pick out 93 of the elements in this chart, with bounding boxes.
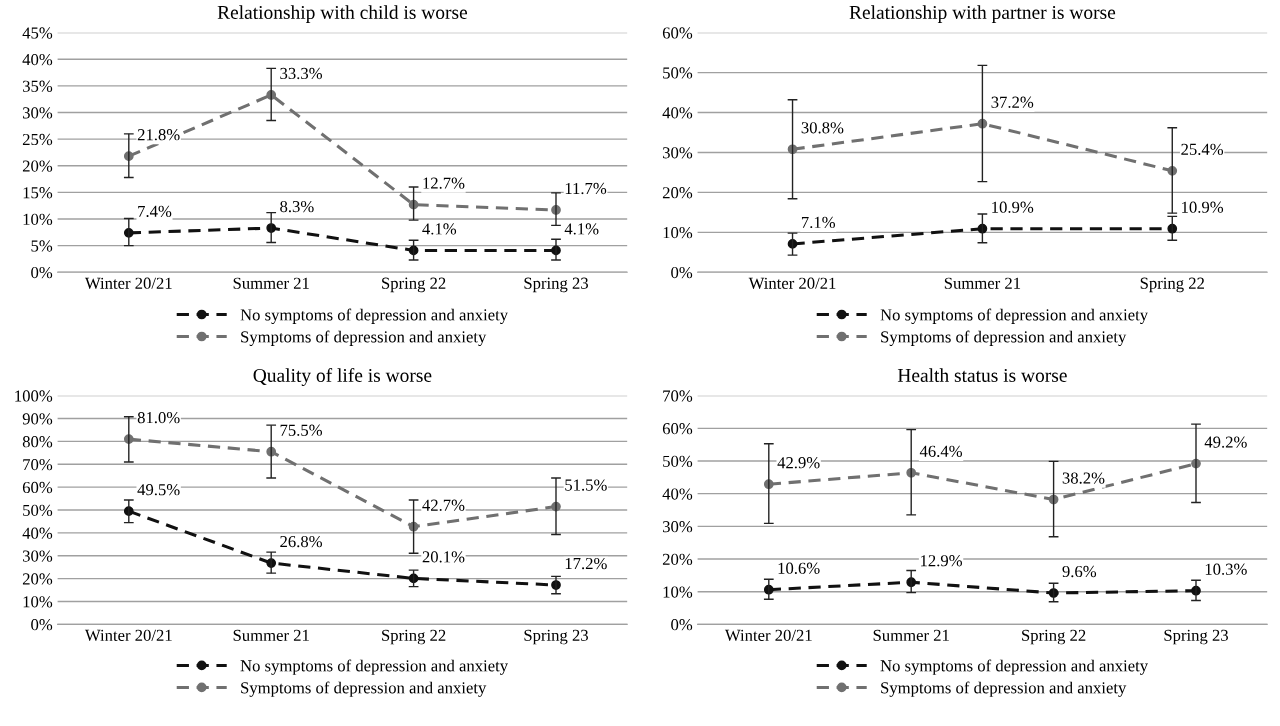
data-label: 10.6% xyxy=(778,562,820,574)
data-label: 75.5% xyxy=(280,424,323,436)
y-tick-label: 70% xyxy=(23,458,53,471)
y-tick-label: 30% xyxy=(662,521,693,533)
data-label: 30.8% xyxy=(801,122,844,134)
y-tick-label: 80% xyxy=(22,436,53,448)
x-tick-label: Spring 23 xyxy=(1164,629,1228,645)
data-label: 7.4% xyxy=(138,205,172,218)
data-label: 49.2% xyxy=(1204,436,1247,448)
x-tick-label: Winter 20/21 xyxy=(84,629,172,642)
legend-label: No symptoms of depression and anxiety xyxy=(880,659,1149,675)
data-label: 10.3% xyxy=(1205,563,1247,575)
y-tick-label: 30% xyxy=(22,550,53,562)
x-tick-label: Winter 20/21 xyxy=(748,277,836,289)
data-label: 42.7% xyxy=(422,499,465,511)
data-label: 37.2% xyxy=(991,96,1034,108)
y-tick-label: 60% xyxy=(662,27,693,39)
data-label: 4.1% xyxy=(564,223,599,235)
data-label: 46.4% xyxy=(919,445,963,457)
data-label: 8.3% xyxy=(280,200,314,213)
x-tick-label: Summer 21 xyxy=(873,629,949,641)
x-tick-label: Summer 21 xyxy=(944,277,1021,289)
y-tick-label: 20% xyxy=(662,553,693,566)
data-label: 11.7% xyxy=(565,182,607,195)
data-label: 49.5% xyxy=(137,484,180,496)
data-label: 12.9% xyxy=(921,555,963,567)
x-tick-label: Winter 20/21 xyxy=(724,629,812,642)
y-tick-label: 30% xyxy=(662,147,693,159)
x-tick-label: Spring 22 xyxy=(1140,277,1204,293)
y-tick-label: 20% xyxy=(662,187,693,199)
y-tick-label: 30% xyxy=(22,107,53,119)
y-tick-label: 100% xyxy=(15,390,53,402)
data-label: 38.2% xyxy=(1062,472,1105,484)
y-tick-label: 70% xyxy=(663,390,693,402)
legend-label: Symptoms of depression and anxiety xyxy=(881,330,1127,346)
data-label: 33.3% xyxy=(280,67,323,80)
y-tick-label: 45% xyxy=(22,27,53,39)
data-label: 51.5% xyxy=(565,479,607,491)
y-tick-label: 35% xyxy=(22,80,53,92)
x-tick-label: Spring 22 xyxy=(382,629,446,645)
y-tick-label: 5% xyxy=(31,240,53,252)
y-tick-label: 40% xyxy=(662,107,693,119)
y-tick-label: 10% xyxy=(663,227,693,239)
legend-label: Symptoms of depression and anxiety xyxy=(241,681,487,697)
chart-title: Relationship with child is worse xyxy=(217,5,468,23)
legend-label: Symptoms of depression and anxiety xyxy=(881,681,1127,697)
x-tick-label: Summer 21 xyxy=(233,277,309,289)
y-tick-label: 60% xyxy=(22,481,53,494)
y-tick-label: 50% xyxy=(663,67,693,79)
y-tick-label: 20% xyxy=(22,160,53,172)
y-tick-label: 20% xyxy=(22,573,53,585)
x-tick-label: Summer 21 xyxy=(233,629,309,641)
x-tick-label: Spring 23 xyxy=(524,277,588,293)
data-label: 25.4% xyxy=(1181,143,1224,156)
chart-title: Relationship with partner is worse xyxy=(849,5,1116,23)
x-tick-label: Spring 22 xyxy=(1022,629,1086,645)
data-label: 81.0% xyxy=(137,411,180,424)
chart-title: Quality of life is worse xyxy=(253,368,432,386)
x-tick-label: Spring 23 xyxy=(524,629,588,645)
y-tick-label: 60% xyxy=(662,423,693,435)
x-tick-label: Spring 22 xyxy=(382,277,446,293)
data-label: 10.9% xyxy=(992,201,1034,213)
data-label: 10.9% xyxy=(1182,201,1224,213)
y-tick-label: 25% xyxy=(22,133,53,146)
data-label: 4.1% xyxy=(422,223,457,235)
data-label: 7.1% xyxy=(801,216,836,229)
chart-title: Health status is worse xyxy=(897,368,1067,382)
data-label: 12.7% xyxy=(423,177,465,189)
y-tick-label: 0% xyxy=(671,266,693,279)
data-label: 9.6% xyxy=(1062,565,1097,578)
legend-label: No symptoms of depression and anxiety xyxy=(880,308,1149,324)
data-label: 42.9% xyxy=(777,457,820,469)
y-tick-label: 40% xyxy=(662,488,693,500)
y-tick-label: 50% xyxy=(23,504,53,517)
y-tick-label: 50% xyxy=(663,455,693,468)
y-tick-label: 10% xyxy=(23,596,53,608)
y-tick-label: 10% xyxy=(663,586,693,598)
y-tick-label: 10% xyxy=(23,213,53,226)
y-tick-label: 40% xyxy=(22,527,53,539)
data-label: 26.8% xyxy=(280,535,323,548)
legend-label: No symptoms of depression and anxiety xyxy=(240,659,509,675)
data-label: 20.1% xyxy=(422,551,465,563)
y-tick-label: 0% xyxy=(31,266,53,279)
y-tick-label: 0% xyxy=(31,619,53,631)
data-label: 17.2% xyxy=(565,557,607,570)
y-tick-label: 15% xyxy=(23,187,53,199)
legend-label: Symptoms of depression and anxiety xyxy=(241,330,487,346)
y-tick-label: 40% xyxy=(22,53,53,66)
legend-label: No symptoms of depression and anxiety xyxy=(240,308,509,324)
data-label: 21.8% xyxy=(137,129,180,141)
y-tick-label: 90% xyxy=(22,413,53,425)
y-tick-label: 0% xyxy=(671,619,693,631)
x-tick-label: Winter 20/21 xyxy=(84,277,172,289)
